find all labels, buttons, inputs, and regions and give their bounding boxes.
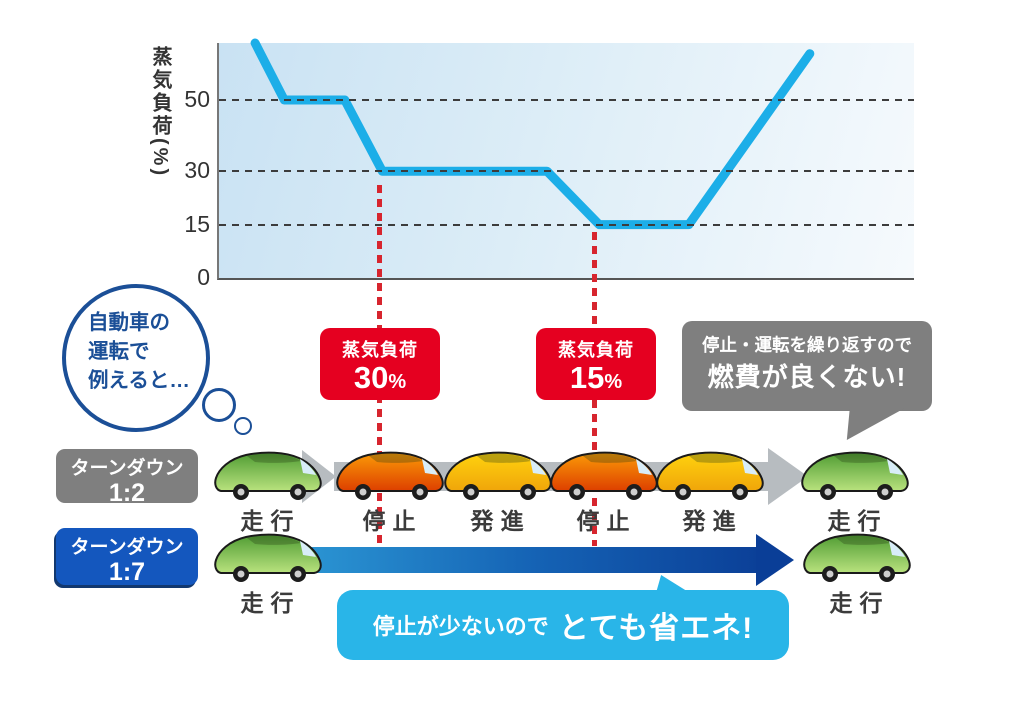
car-green: 走行: [802, 529, 912, 616]
car-green: 走行: [213, 529, 323, 616]
thought-dot-large: [202, 388, 236, 422]
banner-text-bold: とても省エネ!: [558, 612, 754, 645]
steam-load-line: [250, 38, 815, 230]
gridline-50: [219, 99, 914, 101]
car-state-label: 走行: [829, 590, 890, 616]
car-icon-green: [214, 533, 322, 582]
badge-ratio: 1:2: [108, 479, 146, 507]
car-icon-green: [803, 533, 911, 582]
car-yellow: 発進: [443, 447, 553, 534]
eco-banner: 停止が少ないので とても省エネ!: [337, 590, 789, 660]
car-state-label: 発進: [682, 508, 743, 534]
thought-line: 例えると…: [88, 369, 190, 393]
car-yellow: 発進: [655, 447, 765, 534]
steam-load-chart: [217, 38, 914, 280]
car-state-label: 走行: [827, 508, 888, 534]
car-orange: 停止: [549, 447, 659, 534]
callout-line1: 停止・運転を繰り返すので: [702, 335, 912, 355]
car-state-label: 走行: [240, 590, 301, 616]
car-state-label: 停止: [576, 508, 637, 534]
callout-line2: 燃費が良くない!: [707, 362, 907, 392]
y-tick-0: 0: [197, 264, 210, 290]
blue-arrow-head-icon: [756, 534, 794, 586]
car-green: 走行: [213, 447, 323, 534]
turndown-1-7-badge: ターンダウン 1:7: [56, 528, 198, 585]
thought-line: 運転で: [88, 340, 150, 364]
steam-load-title: 蒸気負荷: [342, 340, 418, 360]
thought-dot-small: [234, 417, 252, 435]
y-axis-label: 蒸気負荷(%): [149, 46, 171, 179]
badge-label: ターンダウン: [70, 458, 184, 479]
steam-load-30-label: 蒸気負荷 30%: [320, 328, 440, 400]
thought-line: 自動車の: [88, 311, 170, 334]
car-icon-yellow: [656, 451, 764, 500]
steam-load-title: 蒸気負荷: [558, 340, 634, 360]
turndown-1-2-badge: ターンダウン 1:2: [56, 449, 198, 507]
car-icon-green: [801, 451, 909, 500]
car-state-label: 走行: [240, 508, 301, 534]
car-green: 走行: [800, 447, 910, 534]
bad-fuel-callout: 停止・運転を繰り返すので 燃費が良くない!: [682, 321, 932, 411]
y-tick-15: 15: [184, 210, 210, 237]
gridline-15: [219, 223, 914, 226]
car-state-label: 停止: [362, 508, 423, 534]
steam-load-value: 15%: [569, 360, 623, 395]
steam-load-value: 30%: [353, 360, 407, 395]
car-icon-yellow: [444, 451, 552, 500]
thought-bubble: 自動車の 運転で 例えると…: [62, 284, 210, 432]
car-state-label: 発進: [470, 508, 531, 534]
blue-arrow-band: [258, 547, 758, 573]
gridline-30: [219, 170, 914, 173]
car-orange: 停止: [335, 447, 445, 534]
banner-text: 停止が少ないので: [372, 614, 549, 639]
y-tick-50: 50: [184, 86, 210, 112]
badge-ratio: 1:7: [108, 558, 146, 586]
callout-tail: [846, 408, 905, 440]
steam-load-15-label: 蒸気負荷 15%: [536, 328, 656, 400]
car-icon-orange: [550, 451, 658, 500]
car-icon-green: [214, 451, 322, 500]
car-icon-orange: [336, 451, 444, 500]
badge-label: ターンダウン: [70, 537, 184, 558]
y-tick-30: 30: [184, 157, 210, 184]
